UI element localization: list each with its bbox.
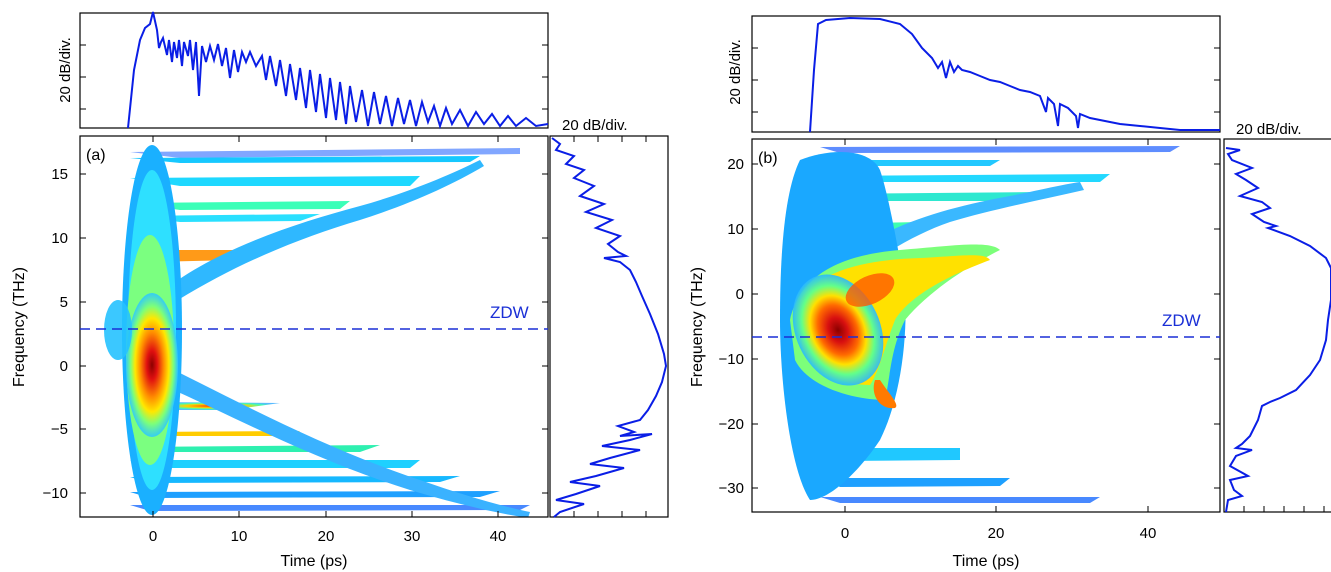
panel-b-frame	[751, 138, 1221, 513]
panel-a-upper-wing	[178, 160, 484, 300]
panel-b-x-tick-labels: 0 20 40	[841, 525, 1157, 542]
panel-a-heatmap: ZDW (a) 0 10 20 30 40 −10 −5 0	[11, 135, 549, 570]
panel-b-side-marginal-label: 20 dB/div.	[1236, 121, 1302, 138]
panel-b-top-ticks	[752, 47, 1220, 113]
panel-b-zdw-label: ZDW	[1162, 311, 1201, 330]
panel-a-side-frame	[549, 135, 669, 518]
panel-a: 20 dB/div.	[11, 11, 669, 570]
panel-a-ytick: 5	[60, 294, 68, 311]
panel-a-xlabel: Time (ps)	[281, 553, 348, 570]
panel-b-ytick: −30	[719, 480, 744, 497]
panel-b-y-tick-labels: −30 −20 −10 0 10 20	[719, 156, 744, 497]
panel-b-ytick: −10	[719, 351, 744, 368]
panel-b-xtick: 0	[841, 525, 849, 542]
panel-a-frame	[79, 135, 549, 518]
panel-b: 20 dB/div.	[689, 15, 1331, 570]
panel-a-xtick: 40	[490, 528, 507, 545]
panel-a-top-ticks	[80, 44, 548, 110]
panel-a-xtick: 30	[404, 528, 421, 545]
panel-a-ytick: 10	[51, 230, 68, 247]
panel-a-hot-core	[126, 293, 178, 437]
panel-a-ytick: −10	[43, 485, 68, 502]
panel-a-zdw-label: ZDW	[490, 303, 529, 322]
panel-a-xtick: 0	[149, 528, 157, 545]
panel-a-side-marginal-label: 20 dB/div.	[562, 117, 628, 134]
panel-b-top-frame	[751, 15, 1221, 133]
panel-b-x-ticks	[844, 139, 1149, 512]
panel-a-y-ticks	[80, 173, 548, 494]
panel-a-label: (a)	[86, 147, 106, 164]
panel-b-ylabel: Frequency (THz)	[689, 267, 706, 387]
panel-a-bands-upper	[130, 148, 520, 262]
panel-a-top-trace	[127, 11, 549, 130]
panel-b-y-ticks	[752, 163, 1220, 489]
panel-b-ytick: 0	[736, 286, 744, 303]
panel-a-xtick: 20	[318, 528, 335, 545]
panel-b-xlabel: Time (ps)	[953, 553, 1020, 570]
panel-b-side-ticks	[1243, 506, 1325, 512]
panel-b-heatmap: ZDW (b) 0 20 40 −30 −20 −10 0 10 20	[689, 138, 1221, 570]
panel-b-top-marginal: 20 dB/div.	[727, 15, 1221, 133]
panel-b-side-trace	[1225, 147, 1331, 513]
panel-a-x-tick-labels: 0 10 20 30 40	[149, 528, 507, 545]
panel-b-upper-wing	[860, 182, 1084, 270]
panel-a-xtick: 10	[231, 528, 248, 545]
panel-a-top-marginal: 20 dB/div.	[57, 11, 549, 130]
panel-a-ylabel: Frequency (THz)	[11, 267, 28, 387]
panel-b-label: (b)	[758, 150, 778, 167]
panel-a-ytick: 15	[51, 166, 68, 183]
panel-b-ytick: 10	[727, 221, 744, 238]
panel-b-side-marginal: 20 dB/div.	[1223, 121, 1331, 513]
panel-a-ytick: 0	[60, 358, 68, 375]
panel-a-side-marginal: 20 dB/div.	[549, 117, 669, 518]
panel-a-y-tick-labels: −10 −5 0 5 10 15	[43, 166, 68, 502]
panel-a-ytick: −5	[51, 421, 68, 438]
panel-a-top-frame	[79, 12, 549, 129]
panel-b-xtick: 20	[988, 525, 1005, 542]
panel-b-xtick: 40	[1140, 525, 1157, 542]
panel-b-top-trace	[809, 16, 1220, 133]
panel-a-side-trace	[551, 137, 668, 518]
panel-b-ytick: −20	[719, 416, 744, 433]
panel-b-top-marginal-label: 20 dB/div.	[727, 39, 744, 105]
panel-a-x-ticks	[152, 136, 499, 517]
panel-a-top-marginal-label: 20 dB/div.	[57, 37, 74, 103]
panel-b-side-frame	[1223, 138, 1331, 513]
panel-a-side-ticks	[573, 136, 647, 517]
panel-b-ytick: 20	[727, 156, 744, 173]
